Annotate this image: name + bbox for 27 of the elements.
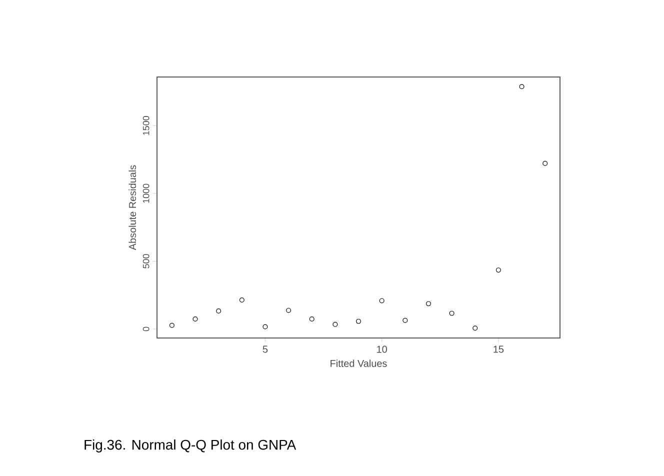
y-tick-label: 1500 [142, 116, 150, 135]
point [216, 308, 222, 314]
point [402, 318, 408, 323]
point [239, 298, 244, 303]
point [192, 316, 198, 322]
point [286, 308, 292, 313]
point [356, 318, 361, 324]
x-axis-title: Fitted Values [330, 360, 387, 367]
point [309, 316, 314, 322]
y-axis-title: Absolute Residuals [128, 165, 136, 250]
y-tick-label: 1000 [142, 184, 150, 203]
x-tick-label: 10 [377, 346, 387, 353]
x-tick-label: 15 [494, 346, 504, 353]
point [449, 310, 454, 316]
point [472, 326, 478, 331]
point [379, 298, 384, 304]
y-tick-label: 500 [142, 254, 150, 268]
y-tick-label: 0 [142, 326, 150, 332]
x-tick-label: 5 [262, 346, 268, 353]
point [169, 322, 174, 328]
point [542, 160, 548, 166]
point [519, 84, 524, 90]
point [262, 324, 268, 330]
caption: Fig.36. Normal Q-Q Plot on GNPA [84, 439, 296, 452]
point [426, 301, 431, 306]
point [496, 268, 501, 273]
point [332, 322, 338, 327]
